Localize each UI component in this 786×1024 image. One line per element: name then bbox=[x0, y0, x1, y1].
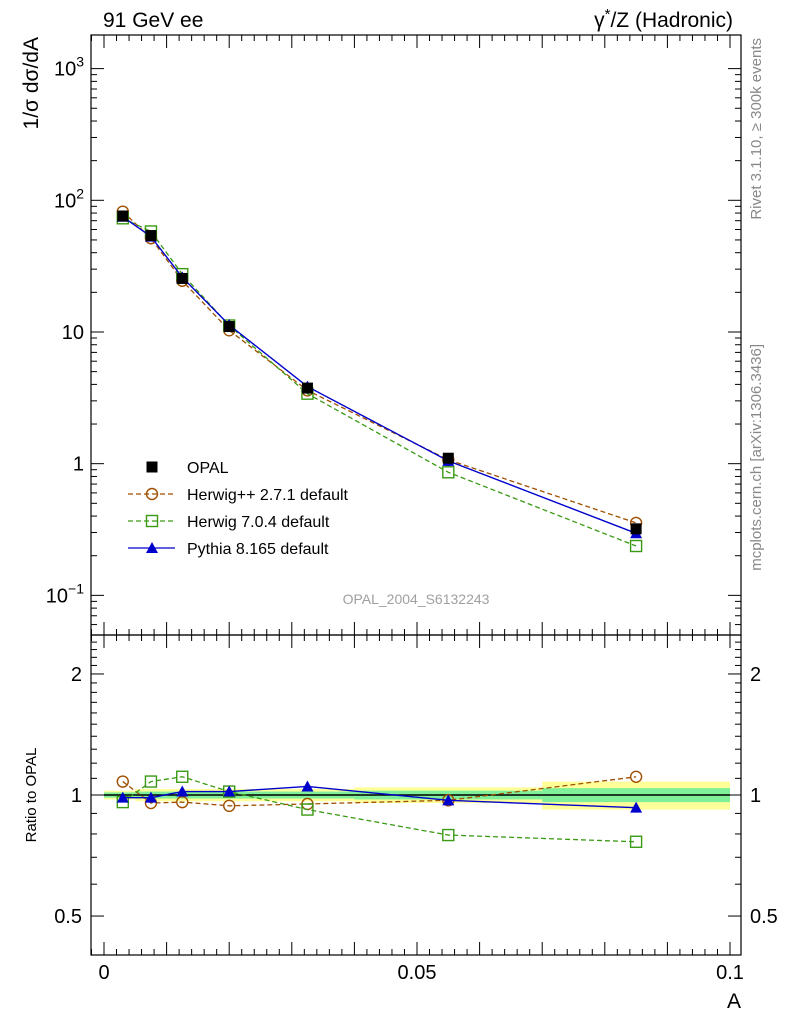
ratio-point-pythia-8-165-default-6 bbox=[630, 801, 643, 813]
main-y-tick-label-1: 1 bbox=[73, 454, 84, 476]
ratio-point-pythia-8-165-default-3 bbox=[223, 785, 236, 797]
ratio-y-tick-label-right-0: 0.5 bbox=[750, 906, 778, 928]
main-point-herwig-7-0-4-default-5 bbox=[442, 466, 455, 479]
side-label-mcplots: mcplots.cern.ch [arXiv:1306.3436] bbox=[748, 344, 765, 571]
legend-marker-herwig-7-0-4-default bbox=[145, 514, 159, 528]
main-point-opal-0 bbox=[117, 210, 129, 222]
x-tick-label-1: 0.05 bbox=[398, 962, 437, 984]
ratio-point-pythia-8-165-default-0 bbox=[116, 791, 129, 803]
header-rest: /Z (Hadronic) bbox=[610, 9, 733, 32]
main-y-tick-label-2: 10 bbox=[62, 322, 84, 344]
ratio-point-herwig-2-7-1-default-3 bbox=[222, 799, 236, 813]
ratio-point-pythia-8-165-default-2 bbox=[176, 785, 189, 797]
analysis-watermark: OPAL_2004_S6132243 bbox=[343, 591, 490, 607]
x-axis-title: A bbox=[727, 990, 741, 1013]
main-point-opal-5 bbox=[442, 452, 454, 464]
ratio-point-herwig-7-0-4-default-6 bbox=[629, 835, 643, 848]
ratio-plot-layer bbox=[104, 770, 730, 848]
main-y-tick-label-3: 102 bbox=[54, 185, 84, 212]
legend-marker-pythia-8-165-default bbox=[146, 542, 158, 553]
ratio-y-axis-title: Ratio to OPAL bbox=[23, 748, 40, 843]
ratio-point-herwig-2-7-1-default-6 bbox=[629, 770, 643, 783]
ratio-point-herwig-7-0-4-default-1 bbox=[144, 775, 158, 788]
header-gamma: γ bbox=[594, 9, 605, 32]
legend: OPAL Herwig++ 2.7.1 default Herwig 7.0.4 d… bbox=[128, 460, 349, 558]
ratio-y-tick-label-right-1: 1 bbox=[750, 785, 761, 807]
axes-layer: 0 0.05 0.1 10−1 1 10 102 103 0.5 0.5 1 1 2 2 bbox=[46, 34, 778, 984]
ratio-point-herwig-2-7-1-default-2 bbox=[176, 795, 189, 809]
x-tick-label-2: 0.1 bbox=[716, 962, 744, 984]
header-right-label: γ*/Z (Hadronic) bbox=[594, 6, 733, 32]
main-y-tick-label-0: 10−1 bbox=[46, 580, 84, 607]
legend-label-herwig-2-7-1-default: Herwig++ 2.7.1 default bbox=[187, 487, 349, 504]
legend-marker-herwig-2-7-1-default bbox=[145, 487, 159, 501]
ratio-point-herwig-7-0-4-default-2 bbox=[176, 770, 189, 783]
ratio-y-tick-label-2: 2 bbox=[71, 664, 82, 686]
main-point-opal-2 bbox=[176, 272, 188, 284]
ratio-line-herwig-2-7-1-default bbox=[122, 776, 637, 807]
main-point-opal-6 bbox=[630, 523, 642, 535]
ratio-point-pythia-8-165-default-1 bbox=[144, 791, 157, 803]
main-point-opal-3 bbox=[223, 321, 235, 333]
main-point-opal-4 bbox=[301, 382, 313, 394]
x-tick-label-0: 0 bbox=[98, 962, 109, 984]
ratio-point-herwig-7-0-4-default-5 bbox=[442, 828, 455, 842]
main-point-herwig-7-0-4-default-6 bbox=[629, 539, 643, 553]
side-label-rivet: Rivet 3.1.10, ≥ 300k events bbox=[748, 38, 765, 220]
ratio-y-tick-label-0: 0.5 bbox=[54, 906, 82, 928]
header-star: * bbox=[605, 6, 611, 23]
legend-label-opal: OPAL bbox=[187, 460, 229, 477]
header-left-label: 91 GeV ee bbox=[103, 9, 203, 32]
ratio-point-pythia-8-165-default-5 bbox=[442, 794, 455, 806]
ratio-point-herwig-7-0-4-default-4 bbox=[301, 803, 314, 816]
legend-label-pythia-8-165-default: Pythia 8.165 default bbox=[187, 541, 329, 558]
main-y-tick-label-4: 103 bbox=[54, 54, 84, 81]
main-line-pythia-8-165-default bbox=[122, 216, 637, 534]
legend-label-herwig-7-0-4-default: Herwig 7.0.4 default bbox=[187, 514, 330, 531]
legend-marker-opal bbox=[146, 461, 158, 473]
ratio-y-tick-label-1: 1 bbox=[71, 785, 82, 807]
main-point-opal-1 bbox=[145, 230, 157, 242]
ratio-point-herwig-2-7-1-default-0 bbox=[116, 775, 129, 788]
ratio-point-pythia-8-165-default-4 bbox=[301, 780, 314, 792]
ratio-y-tick-label-right-2: 2 bbox=[750, 664, 761, 686]
main-y-axis-title: 1/σ dσ/dA bbox=[20, 37, 43, 129]
main-plot-layer bbox=[116, 205, 643, 553]
